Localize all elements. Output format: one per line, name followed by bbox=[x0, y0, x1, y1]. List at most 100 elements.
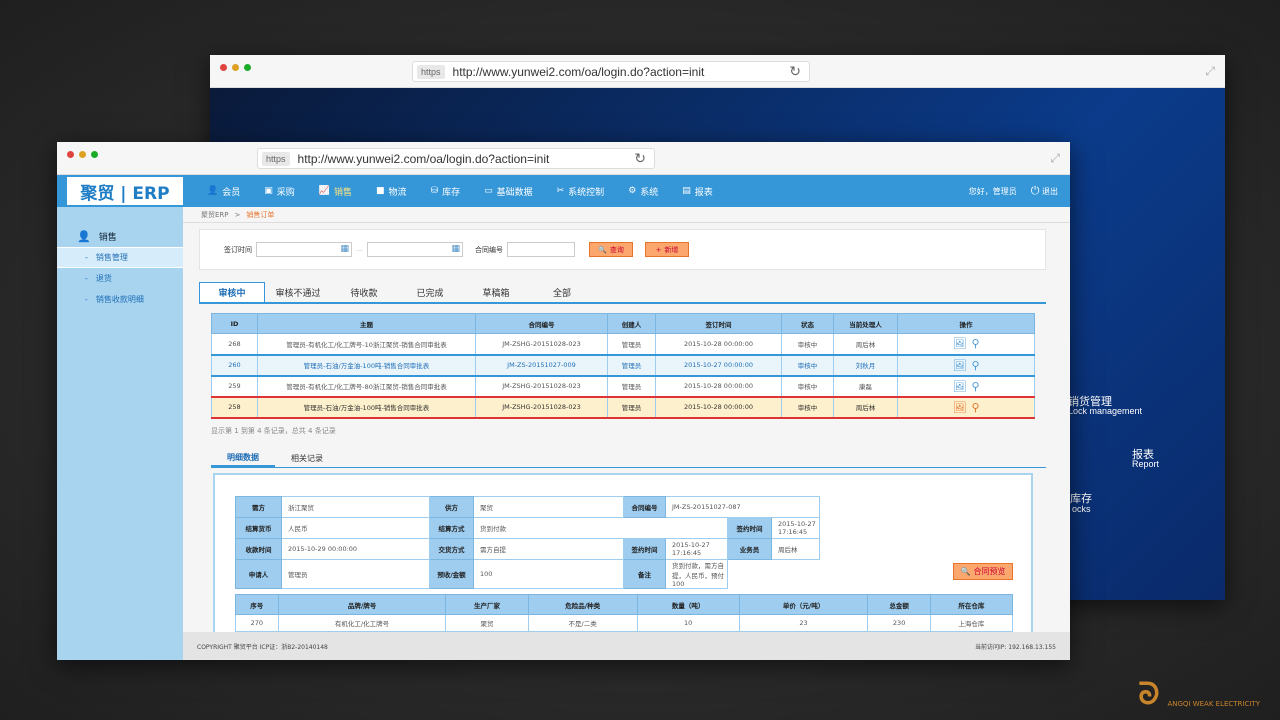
cell-status: 审核中 bbox=[781, 333, 834, 355]
key-icon[interactable]: ⚲ bbox=[971, 379, 980, 393]
start-date-input[interactable]: ▦ bbox=[256, 242, 352, 257]
image-icon[interactable]: 🖼 bbox=[952, 358, 967, 372]
nav-label: 系统控制 bbox=[568, 187, 605, 198]
table-header: ID 主题 合同编号 创建人 签订时间 状态 当前处理人 操作 bbox=[211, 313, 1035, 334]
cell-sign-time: 2015-10-28 00:00:00 bbox=[655, 395, 782, 419]
items-col: 品牌/牌号 bbox=[277, 594, 447, 615]
logo[interactable]: 聚贸 | ERP bbox=[67, 177, 183, 205]
buyer-value: 浙江聚贸 bbox=[281, 496, 430, 518]
gear-icon: ⚙ bbox=[628, 186, 637, 196]
cell-creator: 管理员 bbox=[607, 353, 656, 377]
cell-id: 258 bbox=[211, 395, 258, 419]
cell-subject: 管理员-有机化工/化工牌号-10浙江聚贸-销售合同审批表 bbox=[257, 333, 476, 355]
field-label: 签约时间 bbox=[623, 538, 666, 560]
end-date-input[interactable]: ▦ bbox=[367, 242, 463, 257]
breadcrumb: 聚贸ERP > 销售订单 bbox=[183, 207, 1070, 223]
table-row[interactable]: 260 管理员-石油/万金油-100吨-销售合同审批表 JM-ZS-20151027… bbox=[211, 353, 1035, 377]
reload-icon[interactable]: ↻ bbox=[789, 63, 801, 79]
key-icon[interactable]: ⚲ bbox=[971, 400, 980, 414]
calendar-icon[interactable]: ▦ bbox=[340, 244, 349, 254]
sidebar-item-returns[interactable]: - 退货 bbox=[57, 268, 183, 289]
delivery-value: 需方自提 bbox=[473, 538, 624, 560]
nav-system[interactable]: ⚙ 系统 bbox=[628, 185, 658, 198]
nav-inventory[interactable]: ⛁ 库存 bbox=[431, 185, 461, 198]
reload-icon[interactable]: ↻ bbox=[634, 150, 646, 166]
nav-member[interactable]: 👤 会员 bbox=[207, 185, 240, 198]
cell-id: 268 bbox=[211, 333, 258, 355]
tab-rejected[interactable]: 审核不通过 bbox=[275, 288, 321, 299]
image-icon[interactable]: 🖼 bbox=[952, 379, 967, 393]
nav-purchase[interactable]: ▣ 采购 bbox=[264, 185, 295, 198]
items-col: 数量（吨） bbox=[636, 594, 740, 615]
window-controls[interactable] bbox=[67, 151, 98, 158]
nav-basic-data[interactable]: ▭ 基础数据 bbox=[484, 185, 533, 198]
items-cell: 10 bbox=[636, 614, 740, 632]
table-row[interactable]: 268 管理员-有机化工/化工牌号-10浙江聚贸-销售合同审批表 JM-ZSHG-2… bbox=[211, 333, 1035, 355]
tab-drafts[interactable]: 草稿箱 bbox=[482, 288, 510, 299]
image-icon[interactable]: 🖼 bbox=[952, 337, 967, 351]
table-row[interactable]: 258 管理员-石油/万金油-100吨-销售合同审批表 JM-ZSHG-201510… bbox=[211, 395, 1035, 419]
items-col: 所在仓库 bbox=[929, 594, 1014, 615]
field-label: 预收/金额 bbox=[429, 559, 474, 589]
field-label: 交货方式 bbox=[429, 538, 474, 560]
calendar-icon[interactable]: ▦ bbox=[451, 244, 460, 254]
items-cell: 不是/二类 bbox=[527, 614, 638, 632]
sidebar-item-sales-management[interactable]: - 销售管理 bbox=[57, 247, 183, 268]
expand-icon[interactable]: ⤢ bbox=[1050, 151, 1060, 165]
tab-pending-payment[interactable]: 待收款 bbox=[350, 288, 378, 299]
nav-sales[interactable]: 📈 销售 bbox=[319, 185, 352, 198]
top-nav: 聚贸 | ERP 👤 会员 ▣ 采购 📈 销售 ■ 物流 ⛁ 库存 ▭ 基础数据 ✂ 系统控制… bbox=[57, 175, 1070, 207]
add-button[interactable]: + 新增 bbox=[645, 242, 689, 257]
search-button[interactable]: 🔍 查询 bbox=[589, 242, 633, 257]
tab-related-records[interactable]: 相关记录 bbox=[291, 454, 323, 463]
tab-detail-data[interactable]: 明细数据 bbox=[211, 450, 275, 467]
salesperson-value: 周后林 bbox=[771, 538, 820, 560]
col-handler: 当前处理人 bbox=[833, 313, 898, 334]
cell-handler: 周后林 bbox=[833, 333, 898, 355]
field-label: 收款时间 bbox=[235, 538, 282, 560]
items-cell: 270 bbox=[235, 614, 279, 632]
sign-time-value: 2015-10-27 17:16:45 bbox=[665, 538, 728, 560]
nav-label: 采购 bbox=[276, 187, 295, 198]
sidebar-section-sales[interactable]: 👤 销售 bbox=[57, 225, 183, 247]
cell-subject: 管理员-石油/万金油-100吨-销售合同审批表 bbox=[257, 395, 476, 419]
cell-contract-no: JM-ZS-20151027-009 bbox=[475, 353, 608, 377]
items-row[interactable]: 270 有机化工/化工牌号 聚贸 不是/二类 10 23 230 上海仓库 bbox=[235, 614, 1014, 632]
brand-icon: ᘐ bbox=[1138, 677, 1160, 712]
sidebar-item-receipts[interactable]: - 销售收款明细 bbox=[57, 289, 183, 310]
https-badge: https bbox=[417, 64, 445, 79]
contract-preview-button[interactable]: 🔍 合同预览 bbox=[953, 563, 1013, 580]
pagination-info: 显示第 1 到第 4 条记录，总共 4 条记录 bbox=[211, 427, 336, 435]
boxes-icon: ⛁ bbox=[430, 186, 439, 196]
nav-report[interactable]: ▤ 报表 bbox=[682, 185, 713, 198]
logout-button[interactable]: ⏻ 退出 bbox=[1031, 184, 1058, 198]
table-row[interactable]: 259 管理员-有机化工/化工牌号-80浙江聚贸-销售合同审批表 JM-ZSHG-2… bbox=[211, 375, 1035, 397]
url-text: http://www.yunwei2.com/oa/login.do?actio… bbox=[452, 64, 705, 79]
sign-time-value: 2015-10-27 17:16:45 bbox=[771, 517, 820, 539]
key-icon[interactable]: ⚲ bbox=[971, 358, 980, 372]
window-controls[interactable] bbox=[220, 64, 251, 71]
search-icon: 🔍 bbox=[598, 245, 607, 254]
address-bar[interactable]: https http://www.yunwei2.com/oa/login.do?… bbox=[257, 148, 655, 169]
currency-value: 人民币 bbox=[281, 517, 430, 539]
nav-logistics[interactable]: ■ 物流 bbox=[376, 185, 407, 198]
contract-no-input[interactable] bbox=[507, 242, 575, 257]
image-icon[interactable]: 🖼 bbox=[952, 400, 967, 414]
cell-status: 审核中 bbox=[781, 375, 834, 397]
expand-icon[interactable]: ⤢ bbox=[1205, 64, 1215, 78]
items-cell: 上海仓库 bbox=[929, 614, 1014, 632]
tab-completed[interactable]: 已完成 bbox=[416, 288, 444, 299]
breadcrumb-root[interactable]: 聚贸ERP bbox=[201, 210, 229, 219]
nav-system-control[interactable]: ✂ 系统控制 bbox=[557, 185, 605, 198]
address-bar[interactable]: https http://www.yunwei2.com/oa/login.do?… bbox=[412, 61, 810, 82]
cell-subject: 管理员-石油/万金油-100吨-销售合同审批表 bbox=[257, 353, 476, 377]
filter-bar: 签订时间 ▦ — ▦ 合同编号 🔍 查询 + 新增 bbox=[199, 229, 1046, 270]
tab-all[interactable]: 全部 bbox=[552, 288, 571, 299]
monitor-icon: ▭ bbox=[484, 186, 493, 196]
bg-label: 销货管理 bbox=[1068, 396, 1112, 408]
items-col: 生产厂家 bbox=[445, 594, 529, 615]
cell-handler: 周后林 bbox=[833, 395, 898, 419]
tab-reviewing[interactable]: 审核中 bbox=[199, 282, 265, 302]
key-icon[interactable]: ⚲ bbox=[971, 337, 980, 351]
report-icon: ▤ bbox=[682, 186, 691, 196]
